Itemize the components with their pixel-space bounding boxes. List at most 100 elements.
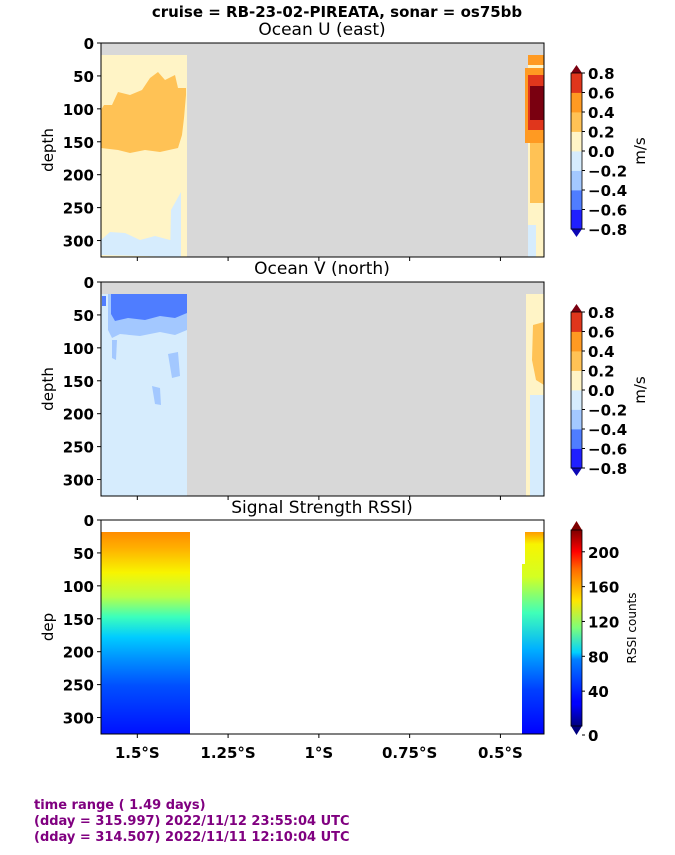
colorbar-tick-label: 0.6 xyxy=(588,324,615,342)
y-tick-label: 0 xyxy=(84,35,94,53)
axes-frame-u xyxy=(100,42,545,258)
colorbar-label: m/s xyxy=(631,376,649,404)
colorbar-tick-label: 160 xyxy=(588,579,619,597)
colorbar-rssi: 200 160 120 80 40 0 RSSI counts xyxy=(570,521,639,745)
colorbar-tick-label: −0.8 xyxy=(588,221,627,239)
u-right-data xyxy=(525,55,544,257)
colorbar-tick-label: 0.8 xyxy=(588,304,615,322)
y-tick-label: 100 xyxy=(63,340,94,358)
u-left-positive-core xyxy=(101,72,186,153)
colorbar-extend-max xyxy=(571,65,582,73)
colorbar-extend-min xyxy=(571,726,582,735)
x-tick-label: 1.25°S xyxy=(200,744,255,762)
y-tick-label: 250 xyxy=(63,677,94,695)
u-right-negative xyxy=(528,225,536,257)
time-range-line: time range ( 1.49 days) xyxy=(34,798,206,813)
x-tick-label: 0.5°S xyxy=(478,744,523,762)
colorbar-tick-label: 0.4 xyxy=(588,104,615,122)
colorbar-segment xyxy=(571,448,582,469)
v-left-negative-strong xyxy=(111,294,187,321)
y-tick-label: 150 xyxy=(63,373,94,391)
y-tick-label: 50 xyxy=(73,545,94,563)
colorbar-segment xyxy=(571,151,582,171)
colorbar-segment xyxy=(571,390,582,410)
colorbar-0: 0.8 0.60.4 0.20.0 −0.2−0.4 −0.6−0.8 m/s xyxy=(570,65,649,239)
colorbar-segment xyxy=(571,112,582,132)
colorbar-segment xyxy=(571,409,582,430)
colorbar-tick-label: 0.0 xyxy=(588,143,615,161)
y-tick-label: 0 xyxy=(84,274,94,292)
colorbar-tick-label: 0.2 xyxy=(588,124,615,142)
y-tick-label: 200 xyxy=(63,644,94,662)
colorbar-segment xyxy=(571,370,582,391)
colorbar-tick-label: 0.8 xyxy=(588,65,615,83)
colorbar-extend-min xyxy=(571,229,582,237)
y-tick-label: 250 xyxy=(63,439,94,457)
colorbar-tick-label: −0.8 xyxy=(588,460,627,478)
u-right-top xyxy=(528,55,544,65)
figure-suptitle: cruise = RB-23-02-PIREATA, sonar = os75b… xyxy=(152,3,523,21)
panel-title-v: Ocean V (north) xyxy=(254,259,390,279)
colorbar-tick-label: −0.4 xyxy=(588,421,627,439)
colorbar-tick-label: 0.4 xyxy=(588,343,615,361)
v-left-patch-1 xyxy=(112,340,117,360)
y-tick-label: 50 xyxy=(73,68,94,86)
u-left-data xyxy=(101,55,187,257)
colorbar-segment xyxy=(571,92,582,113)
x-tick-label: 1°S xyxy=(304,744,333,762)
v-right-data xyxy=(526,294,544,496)
y-axis-label: dep xyxy=(39,613,57,641)
y-axis-label: depth xyxy=(39,367,57,411)
colorbar-segment xyxy=(571,331,582,352)
y-axis-label: depth xyxy=(39,128,57,172)
colorbar-segment xyxy=(571,312,582,332)
x-tick-label: 1.5°S xyxy=(115,744,160,762)
time-end-line: (dday = 315.997) 2022/11/12 23:55:04 UTC xyxy=(34,814,350,829)
u-left-negative-bottom xyxy=(101,232,181,257)
y-tick-label: 100 xyxy=(63,578,94,596)
panel-title-u: Ocean U (east) xyxy=(258,20,385,40)
colorbar-segment xyxy=(571,131,582,152)
rssi-right-data xyxy=(522,532,544,734)
y-tick-label: 150 xyxy=(63,134,94,152)
panel-rssi: Signal Strength RSSI) xyxy=(100,498,545,735)
axes-frame-v xyxy=(100,281,545,497)
colorbar-extend-min xyxy=(571,468,582,476)
colorbar-tick-label: 0.2 xyxy=(588,363,615,381)
colorbar-tick-label: −0.2 xyxy=(588,402,627,420)
colorbar-extend-max xyxy=(571,521,582,530)
colorbar-segment xyxy=(571,73,582,93)
v-left-patch-2 xyxy=(168,352,180,378)
rssi-left-data xyxy=(101,532,190,734)
time-range-footer: time range ( 1.49 days) (dday = 315.997)… xyxy=(34,798,350,846)
axes-frame-rssi xyxy=(100,519,545,735)
y-tick-label: 0 xyxy=(84,512,94,530)
colorbar-label: RSSI counts xyxy=(625,592,639,663)
y-tick-label: 100 xyxy=(63,101,94,119)
v-left-data xyxy=(101,294,187,496)
u-left-negative-side xyxy=(170,192,181,257)
colorbar-segment xyxy=(571,429,582,449)
colorbar-frame xyxy=(570,529,583,727)
colorbar-gradient xyxy=(571,530,582,726)
colorbar-tick-label: 80 xyxy=(588,648,609,666)
colorbar-tick-label: 0 xyxy=(588,727,598,745)
panel-title-rssi: Signal Strength RSSI) xyxy=(231,498,413,518)
y-tick-label: 150 xyxy=(63,611,94,629)
colorbar-tick-label: −0.6 xyxy=(588,202,627,220)
v-right-positive xyxy=(532,322,544,385)
v-right-negative xyxy=(530,395,544,496)
colorbar-segment xyxy=(571,190,582,210)
colorbar-segment xyxy=(571,209,582,230)
colorbar-segment xyxy=(571,170,582,191)
colorbar-tick-label: 0.6 xyxy=(588,85,615,103)
colorbar-1: 0.8 0.60.4 0.20.0 −0.2−0.4 −0.6−0.8 m/s xyxy=(570,304,649,478)
y-tick-label: 200 xyxy=(63,406,94,424)
colorbar-tick-label: 120 xyxy=(588,613,619,631)
rssi-right-gap xyxy=(522,532,525,564)
u-right-lower xyxy=(530,143,544,203)
time-start-line: (dday = 314.507) 2022/11/11 12:10:04 UTC xyxy=(34,830,350,845)
y-tick-label: 50 xyxy=(73,307,94,325)
colorbar-tick-label: 0.0 xyxy=(588,382,615,400)
